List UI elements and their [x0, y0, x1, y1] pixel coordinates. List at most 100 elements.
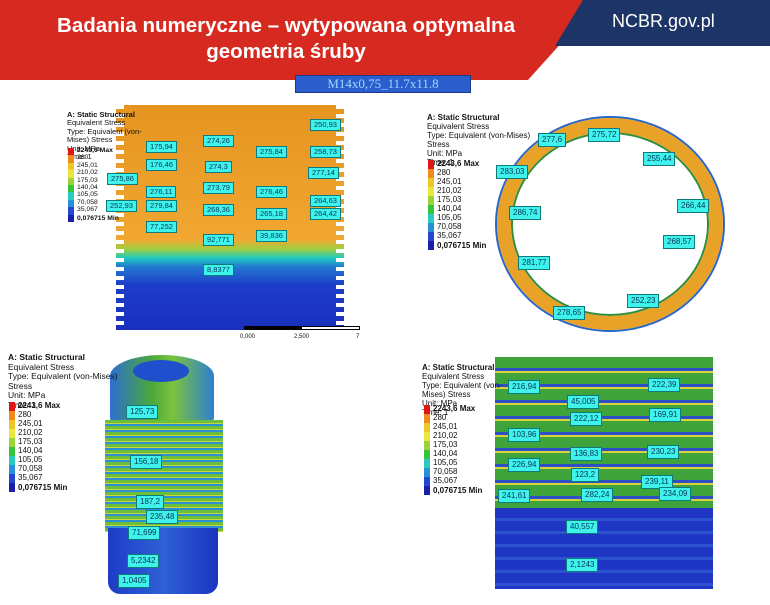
legend-swatch — [424, 450, 430, 459]
callout: 239,11 — [641, 475, 673, 489]
callout: 268,36 — [203, 204, 234, 216]
callout: 103,96 — [508, 428, 541, 442]
callout: 255,44 — [643, 152, 676, 166]
slide-title: Badania numeryczne – wytypowana optymaln… — [57, 14, 515, 63]
legend-label: 245,01 — [437, 177, 462, 186]
callout: 222,39 — [648, 378, 681, 392]
legend-swatch — [424, 486, 430, 495]
callout: 276,11 — [146, 186, 177, 198]
legend-label: 35,067 — [437, 231, 462, 240]
legend-info: A: Static Structural Equivalent Stress T… — [67, 110, 142, 162]
callout: 241,61 — [498, 489, 531, 503]
legend-label: 70,058 — [433, 467, 458, 476]
legend-label: 2243,6 Max — [433, 404, 476, 413]
callout: 123,2 — [571, 468, 600, 482]
callout: 2,1243 — [566, 558, 599, 572]
legend-swatch — [424, 414, 430, 423]
legend-label: 175,03 — [18, 437, 43, 446]
legend-label: 140,04 — [433, 449, 458, 458]
scale-label-left: 0,000 — [240, 334, 256, 340]
callout: 275,86 — [107, 173, 138, 185]
callout: 234,09 — [659, 487, 692, 501]
legend-label: 2243,6 Max — [77, 147, 113, 154]
legend-label: 210,02 — [77, 169, 98, 177]
legend-swatch — [68, 199, 74, 208]
legend-swatch — [68, 192, 74, 200]
legend-label: 280 — [433, 413, 447, 422]
callout: 273,79 — [203, 182, 234, 194]
callout: 187,2 — [136, 495, 165, 509]
legend-swatch — [9, 438, 15, 447]
callout: 274,3 — [205, 161, 232, 173]
legend-swatch — [9, 420, 15, 429]
legend-label: 245,01 — [18, 419, 43, 428]
legend-label: 140,04 — [437, 204, 462, 213]
legend-swatch — [68, 177, 74, 185]
legend-label: 175,03 — [437, 195, 462, 204]
legend-label: 0,076715 Min — [433, 486, 483, 495]
legend-label: 210,02 — [437, 186, 462, 195]
legend-swatch — [68, 170, 74, 178]
callout: 250,93 — [310, 119, 341, 131]
legend-swatch — [9, 474, 15, 483]
callout: 277,14 — [308, 167, 339, 179]
callout: 39,836 — [256, 230, 287, 242]
callout: 279,84 — [146, 200, 177, 212]
screw-socket-render — [133, 360, 189, 382]
legend-label: 105,05 — [437, 213, 462, 222]
callout: 252,23 — [627, 294, 660, 308]
callout: 216,94 — [508, 380, 541, 394]
legend-label: 2243,6 Max — [18, 401, 61, 410]
legend-label: 0,076715 Min — [437, 241, 487, 250]
callout: 125,73 — [126, 405, 159, 419]
legend-swatch — [428, 160, 434, 169]
callout: 71,699 — [128, 526, 161, 540]
callout: 45,005 — [567, 395, 600, 409]
legend-swatch — [424, 423, 430, 432]
legend-swatch — [9, 465, 15, 474]
legend-swatch — [428, 241, 434, 250]
legend-swatch — [428, 169, 434, 178]
callout: 235,48 — [146, 510, 179, 524]
legend-label: 280 — [437, 168, 451, 177]
callout: 283,03 — [496, 165, 529, 179]
callout: 286,74 — [509, 206, 542, 220]
legend-label: 210,02 — [18, 428, 43, 437]
callout: 226,94 — [508, 458, 541, 472]
legend-swatch — [68, 207, 74, 215]
callout: 275,84 — [256, 146, 287, 158]
legend-label: 280 — [77, 154, 89, 162]
header-banner — [0, 0, 600, 80]
legend-label: 70,058 — [18, 464, 43, 473]
legend-swatch — [68, 155, 74, 163]
legend-info: A: Static Structural Equivalent Stress T… — [422, 363, 502, 417]
callout: 222,12 — [570, 412, 603, 426]
legend-label: 70,058 — [77, 198, 98, 206]
callout: 252,93 — [106, 200, 137, 212]
brand-link[interactable]: NCBR.gov.pl — [612, 11, 715, 31]
callout: 176,46 — [146, 159, 177, 171]
thread-core-plot — [495, 508, 713, 589]
legend-label: 175,03 — [77, 176, 98, 184]
legend-swatch — [9, 411, 15, 420]
legend-swatch — [428, 196, 434, 205]
legend-swatch — [9, 483, 15, 492]
legend-swatch — [424, 477, 430, 486]
callout: 136,83 — [570, 447, 603, 461]
scale-bar — [244, 326, 360, 330]
callout: 40,557 — [566, 520, 599, 534]
callout: 92,771 — [203, 234, 234, 246]
callout: 8,8377 — [203, 264, 234, 276]
legend-label: 70,058 — [437, 222, 462, 231]
callout: 264,42 — [310, 208, 341, 220]
legend-label: 140,04 — [18, 446, 43, 455]
legend-swatch — [68, 214, 74, 222]
callout: 230,23 — [647, 445, 680, 459]
scale-label-mid: 2,500 — [294, 334, 310, 340]
legend-swatch — [68, 162, 74, 171]
legend-label: 245,01 — [433, 422, 458, 431]
legend-label: 140,04 — [77, 184, 98, 191]
callout: 77,252 — [146, 221, 177, 233]
callout: 277,6 — [538, 133, 567, 147]
brand-banner — [555, 0, 770, 46]
